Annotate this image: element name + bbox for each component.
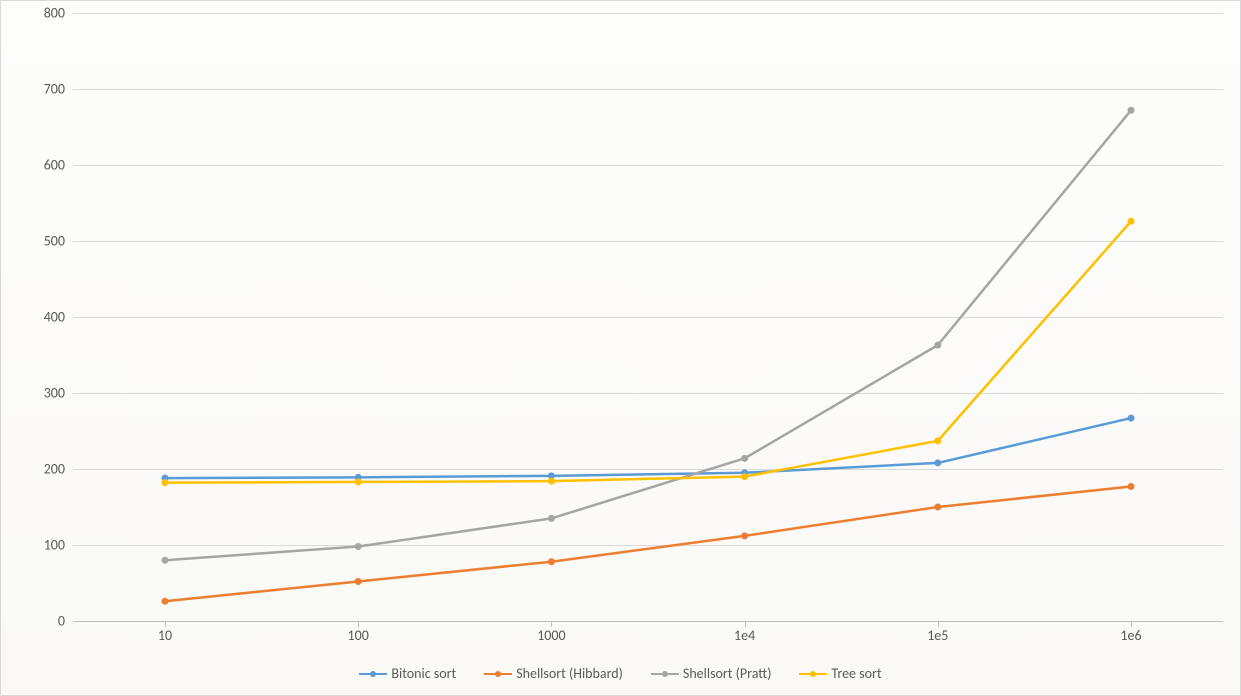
chart-legend: Bitonic sort Shellsort (Hibbard) Shellsort… bbox=[1, 665, 1240, 685]
x-tick-label: 1000 bbox=[537, 621, 565, 644]
y-tick-label: 400 bbox=[44, 309, 73, 326]
y-tick-label: 800 bbox=[44, 5, 73, 22]
y-tick-label: 200 bbox=[44, 461, 73, 478]
series-marker bbox=[934, 437, 941, 444]
legend-swatch bbox=[359, 667, 387, 681]
series-line bbox=[165, 486, 1131, 601]
legend-label: Bitonic sort bbox=[391, 665, 456, 682]
x-tick-label: 100 bbox=[348, 621, 369, 644]
legend-item: Shellsort (Hibbard) bbox=[484, 665, 623, 682]
legend-swatch bbox=[484, 667, 512, 681]
legend-label: Tree sort bbox=[831, 665, 881, 682]
series-marker bbox=[1128, 415, 1135, 422]
legend-item: Bitonic sort bbox=[359, 665, 456, 682]
series-line bbox=[165, 418, 1131, 478]
y-tick-label: 500 bbox=[44, 233, 73, 250]
series-marker bbox=[548, 515, 555, 522]
series-marker bbox=[548, 558, 555, 565]
legend-label: Shellsort (Hibbard) bbox=[516, 665, 623, 682]
y-tick-label: 100 bbox=[44, 537, 73, 554]
legend-swatch bbox=[651, 667, 679, 681]
series-marker bbox=[355, 543, 362, 550]
series-line bbox=[165, 221, 1131, 482]
legend-label: Shellsort (Pratt) bbox=[683, 665, 772, 682]
line-chart: 0 100 200 300 400 500 600 700 800 10 100 1000 1e4 1e5… bbox=[0, 0, 1241, 696]
chart-lines bbox=[73, 13, 1223, 621]
series-marker bbox=[934, 342, 941, 349]
series-marker bbox=[934, 504, 941, 511]
legend-item: Tree sort bbox=[799, 665, 881, 682]
x-tick-label: 10 bbox=[158, 621, 172, 644]
series-line bbox=[165, 110, 1131, 560]
series-marker bbox=[162, 598, 169, 605]
x-tick-label: 1e6 bbox=[1120, 621, 1141, 644]
legend-item: Shellsort (Pratt) bbox=[651, 665, 772, 682]
series-marker bbox=[355, 578, 362, 585]
series-marker bbox=[741, 473, 748, 480]
series-marker bbox=[1128, 483, 1135, 490]
x-tick-label: 1e4 bbox=[734, 621, 755, 644]
series-marker bbox=[1128, 218, 1135, 225]
gridline bbox=[73, 621, 1223, 622]
x-tick-label: 1e5 bbox=[927, 621, 948, 644]
series-marker bbox=[548, 478, 555, 485]
legend-swatch bbox=[799, 667, 827, 681]
y-tick-label: 700 bbox=[44, 81, 73, 98]
series-marker bbox=[934, 459, 941, 466]
series-marker bbox=[355, 478, 362, 485]
y-tick-label: 600 bbox=[44, 157, 73, 174]
y-tick-label: 300 bbox=[44, 385, 73, 402]
series-marker bbox=[741, 532, 748, 539]
y-tick-label: 0 bbox=[58, 613, 73, 630]
series-marker bbox=[741, 455, 748, 462]
plot-area: 01002003004005006007008001010010001e41e5… bbox=[73, 13, 1223, 621]
series-marker bbox=[1128, 107, 1135, 114]
series-marker bbox=[162, 479, 169, 486]
series-marker bbox=[162, 557, 169, 564]
